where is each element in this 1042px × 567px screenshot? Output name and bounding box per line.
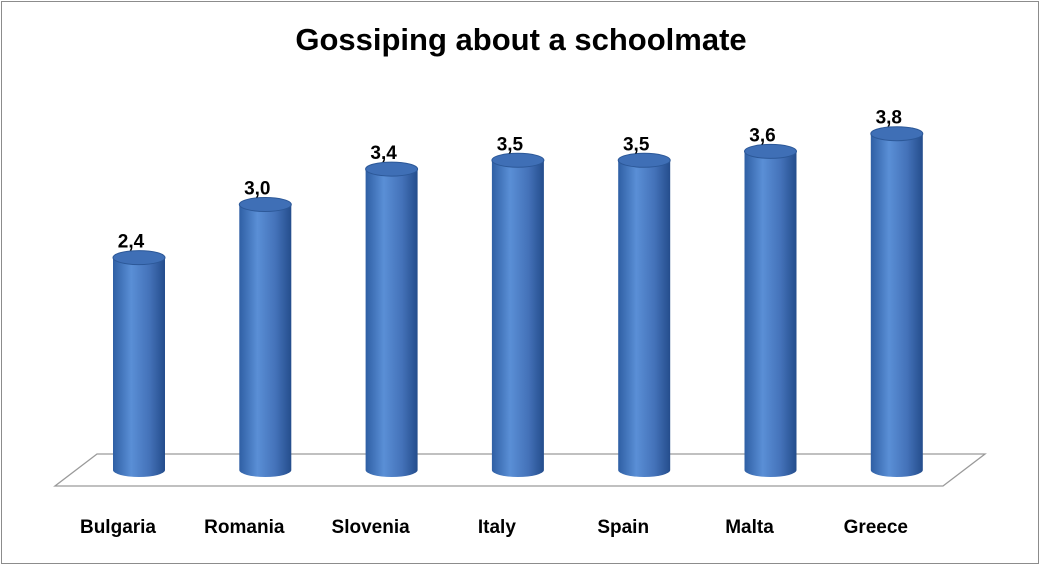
category-label: Slovenia: [332, 517, 411, 538]
data-label: 3,6: [749, 125, 775, 146]
data-label: 3,4: [370, 143, 397, 164]
bar-top: [365, 161, 419, 177]
category-label: Bulgaria: [80, 517, 156, 538]
bar-top: [744, 143, 797, 159]
bar-slovenia: [365, 161, 419, 477]
data-label: 3,8: [876, 108, 902, 129]
bar-malta: [744, 143, 797, 478]
bar-top: [491, 152, 545, 168]
bar-top: [617, 152, 671, 168]
bar-body: [870, 133, 923, 478]
category-label: Italy: [478, 517, 516, 538]
category-label: Greece: [844, 517, 908, 538]
data-label: 3,0: [244, 179, 270, 200]
bar-romania: [238, 197, 292, 477]
bar-greece: [870, 126, 924, 478]
bar-bulgaria: [112, 250, 166, 477]
bar-top: [238, 197, 292, 212]
category-label: Romania: [204, 517, 285, 538]
bar-italy: [491, 152, 545, 477]
bar-body: [491, 160, 544, 477]
bar-body: [113, 257, 165, 477]
bar-spain: [617, 152, 671, 478]
bar-body: [239, 204, 292, 477]
bar-top: [112, 250, 166, 266]
category-label: Malta: [725, 517, 774, 538]
data-label: 3,5: [623, 134, 650, 155]
category-label: Spain: [597, 517, 649, 538]
data-label: 2,4: [118, 232, 145, 253]
bar-top: [870, 126, 924, 142]
data-label: 3,5: [497, 134, 524, 155]
chart-title: Gossiping about a schoolmate: [295, 22, 747, 57]
bar-body: [618, 160, 671, 478]
bar-body: [365, 169, 418, 477]
bar-body: [744, 151, 797, 478]
